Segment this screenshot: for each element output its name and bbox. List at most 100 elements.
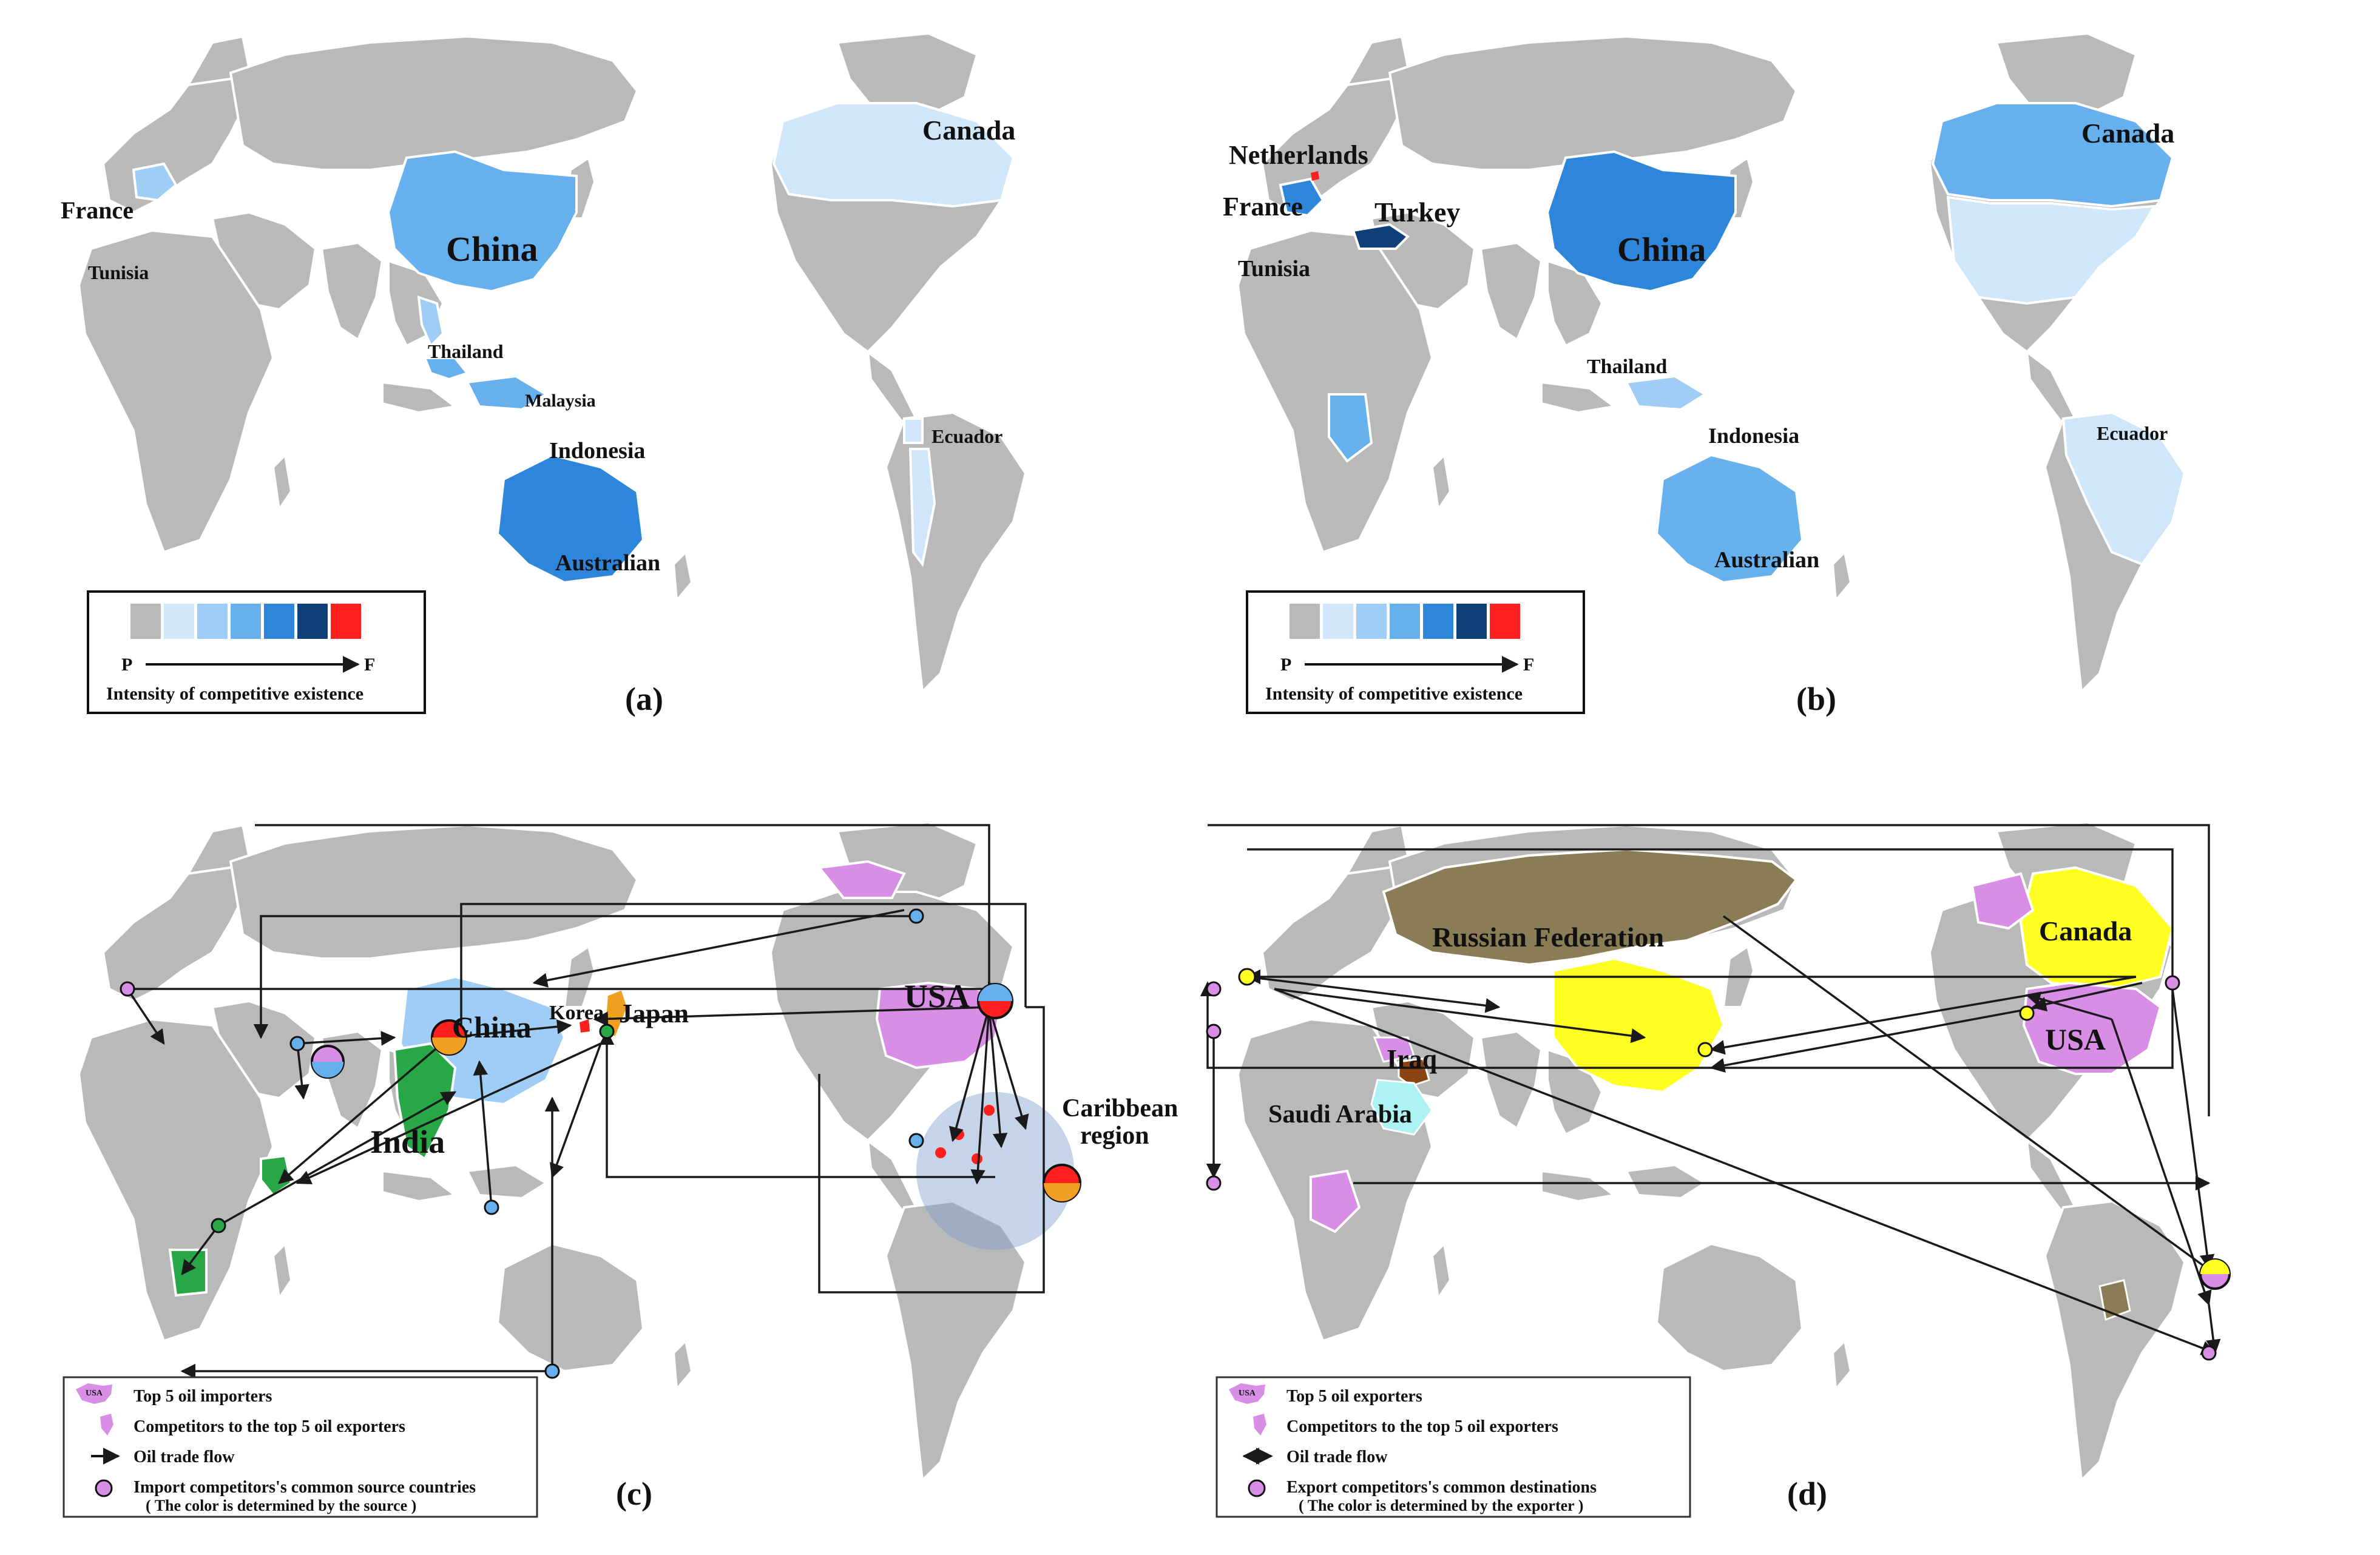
swatch [1323, 604, 1353, 639]
panel-d-node-brazil-half [2200, 1260, 2230, 1274]
panel-c-label-caribbean: Caribbean [1062, 1095, 1178, 1122]
panel-b-indonesia [1624, 374, 1708, 411]
panel-b-label-australian: Australian [1714, 547, 1819, 573]
panel-d-label-usa: USA [2045, 1022, 2106, 1056]
panel-c-legend-box [63, 1376, 538, 1518]
panel-b-label-france: France [1223, 192, 1303, 221]
panel-b-legend: P F Intensity of competitive existence [1246, 590, 1585, 714]
panel-d-node-spain [1206, 981, 1222, 997]
panel-a-legend-caption: Intensity of competitive existence [106, 684, 363, 704]
panel-c-node-australia [544, 1363, 560, 1379]
panel-c-node-usa-half [978, 984, 1012, 1001]
swatch [1356, 604, 1387, 639]
panel-c-caribbean-dot [972, 1153, 982, 1164]
panel-b-turkey [1351, 223, 1410, 250]
panel-d-legend-item-4: Export competitors's common destinations [1286, 1478, 1597, 1497]
swatch [130, 604, 161, 639]
panel-c-legend-node-icon [95, 1479, 113, 1497]
panel-d: Russian Federation Canada USA Iraq Saudi… [1200, 821, 2231, 1518]
panel-a-label-china: China [446, 229, 538, 269]
panel-d-node-morocco [1206, 1024, 1222, 1039]
panel-c-node-south-africa [211, 1218, 226, 1233]
panel-c-legend-item-2: Competitors to the top 5 oil exporters [134, 1417, 405, 1436]
swatch [1390, 604, 1420, 639]
panel-c: China Korea Japan USA India Caribbean re… [63, 821, 1178, 1518]
panel-c-label-japan: Japan [619, 999, 689, 1028]
panel-c-korea [580, 1019, 590, 1033]
panel-c-label-china: China [452, 1010, 532, 1044]
panel-c-legend-item-3: Oil trade flow [134, 1448, 235, 1466]
panel-a-label-france: France [61, 197, 134, 224]
panel-c-tag: (c) [616, 1476, 652, 1512]
panel-d-legend-item-5: ( The color is determined by the exporte… [1299, 1497, 1583, 1514]
panel-c-node-ecuador [908, 1133, 924, 1149]
panel-a-malaysia [423, 357, 470, 381]
panel-c-legend: USA Top 5 oil importers Competitors to t… [63, 1376, 538, 1518]
panel-d-node-usa [2019, 1005, 2035, 1021]
panel-a: France Tunisia China Thailand Malaysia I… [61, 32, 1027, 717]
panel-d-tag: (d) [1787, 1476, 1827, 1512]
panel-a-label-australian: Australian [555, 550, 660, 576]
swatch [1290, 604, 1320, 639]
swatch [1423, 604, 1453, 639]
panel-c-caribbean-dot [935, 1147, 946, 1158]
panel-c-label-usa: USA [904, 978, 970, 1014]
panel-a-label-tunisia: Tunisia [88, 261, 149, 283]
swatch [331, 604, 361, 639]
panel-d-label-saudi-arabia: Saudi Arabia [1268, 1101, 1412, 1128]
panel-c-label-region: region [1080, 1122, 1149, 1150]
panel-c-legend-item-4: Import competitors's common source count… [134, 1478, 476, 1497]
panel-d-saudi-arabia [1370, 1079, 1433, 1136]
panel-b-legend-low: P [1280, 655, 1291, 675]
swatch [231, 604, 261, 639]
panel-d-legend-icon-text: USA [1239, 1389, 1256, 1398]
panel-b: Netherlands France Turkey Tunisia China … [1223, 32, 2186, 717]
panel-d-node-europe [1238, 968, 1256, 986]
panel-d-legend-node-icon [1248, 1479, 1266, 1497]
panel-b-legend-caption: Intensity of competitive existence [1265, 684, 1523, 704]
panel-c-legend-competitor-icon [100, 1414, 113, 1435]
panel-a-australia [496, 453, 645, 584]
panel-a-indonesia [465, 374, 549, 411]
panel-a-label-indonesia: Indonesia [549, 438, 645, 464]
panel-c-node-china-half [432, 1037, 466, 1054]
panel-a-label-canada: Canada [922, 115, 1015, 146]
panel-d-node-west-africa [1206, 1175, 1222, 1191]
panel-b-china [1546, 150, 1737, 293]
panel-d-legend-item-2: Competitors to the top 5 oil exporters [1286, 1417, 1558, 1436]
panel-b-label-tunisia: Tunisia [1238, 256, 1310, 282]
panel-a-ecuador [903, 417, 924, 444]
swatch [264, 604, 294, 639]
panel-b-south-america [2061, 411, 2186, 566]
panel-d-iran [1373, 1036, 1415, 1063]
panel-c-usa [875, 981, 1003, 1070]
panel-d-legend-item-3: Oil trade flow [1286, 1448, 1388, 1466]
panel-c-node-russia [908, 908, 924, 924]
panel-c-label-korea: Korea [549, 1002, 604, 1024]
panel-c-legend-item-5: ( The color is determined by the source … [146, 1497, 416, 1514]
panel-b-legend-high: F [1523, 655, 1534, 675]
panel-a-legend: P F Intensity of competitive existence [87, 590, 426, 714]
panel-b-netherlands [1311, 171, 1319, 181]
panel-a-label-malaysia: Malaysia [525, 391, 596, 411]
panel-d-label-canada: Canada [2039, 916, 2132, 946]
panel-a-china [387, 150, 578, 293]
panel-d-legend: USA Top 5 oil exporters Competitors to t… [1215, 1376, 1691, 1518]
panel-c-alaska [817, 860, 906, 899]
panel-c-angola [168, 1249, 208, 1297]
swatch [164, 604, 194, 639]
panel-b-central-africa [1328, 393, 1373, 463]
panel-d-node-argentina [2201, 1345, 2217, 1361]
panel-b-label-thailand: Thailand [1587, 356, 1667, 378]
panel-c-node-europe [120, 981, 135, 997]
panel-c-flows [126, 824, 1045, 1379]
panel-d-russia [1382, 848, 1798, 966]
panel-a-tag: (a) [625, 681, 663, 717]
panel-a-legend-high: F [364, 655, 375, 675]
panel-a-thailand [417, 295, 445, 348]
panel-c-legend-item-1: Top 5 oil importers [134, 1387, 272, 1406]
panel-b-label-turkey: Turkey [1374, 197, 1460, 228]
panel-c-label-india: India [370, 1124, 445, 1160]
panel-d-alaska [1970, 872, 2035, 930]
